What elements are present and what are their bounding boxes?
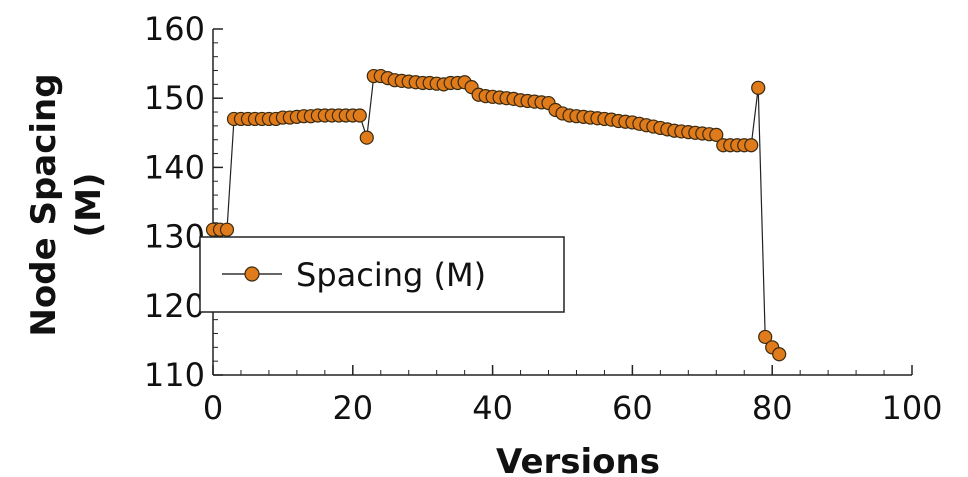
legend-marker-sample	[244, 266, 260, 282]
axes: 0 20 40 60 80 100 110 120 130 140 150 160	[144, 10, 943, 427]
legend: Spacing (M)	[199, 236, 565, 313]
data-point	[751, 80, 766, 95]
data-point	[352, 108, 367, 123]
y-tick-label: 110	[144, 356, 205, 394]
y-tick-label: 150	[144, 79, 205, 117]
y-axis-title-line2: (M)	[69, 173, 109, 238]
legend-label: Spacing (M)	[296, 256, 486, 294]
y-tick-label: 140	[144, 148, 205, 186]
data-point	[709, 127, 724, 142]
y-axis-title-line1: Node Spacing	[24, 73, 64, 336]
axis-titles: Versions Node Spacing (M)	[24, 73, 660, 477]
data-point	[772, 347, 787, 362]
y-tick-label: 160	[144, 10, 205, 48]
data-point	[758, 329, 773, 345]
y-tick-label: 130	[144, 218, 205, 256]
x-axis-title: Versions	[496, 442, 660, 477]
data-point	[744, 138, 759, 153]
x-tick-label: 20	[332, 389, 373, 427]
x-tick-label: 40	[472, 389, 513, 427]
data-point	[359, 130, 374, 145]
y-tick-label: 120	[144, 287, 205, 325]
series-spacing	[205, 68, 787, 362]
x-tick-label: 60	[612, 389, 653, 427]
x-tick-label: 80	[752, 389, 793, 427]
x-tick-label: 0	[203, 389, 223, 427]
data-point	[219, 222, 235, 237]
x-tick-label: 100	[881, 389, 942, 427]
